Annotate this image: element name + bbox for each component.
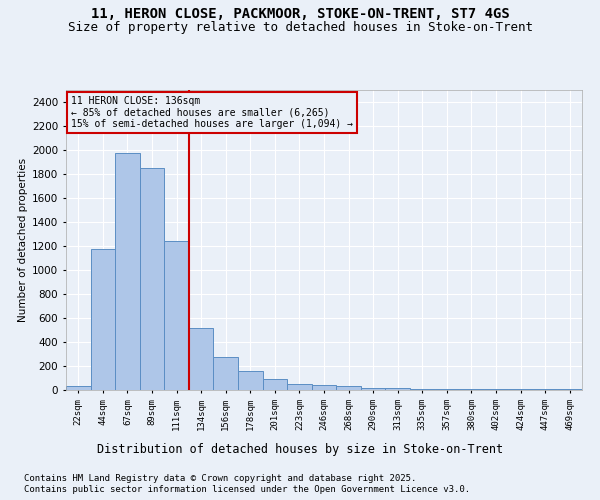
Bar: [312, 384, 336, 390]
Bar: [336, 386, 361, 390]
Bar: [410, 388, 434, 390]
Bar: [115, 153, 140, 390]
Text: Contains public sector information licensed under the Open Government Licence v3: Contains public sector information licen…: [24, 485, 470, 494]
Bar: [66, 386, 91, 390]
Bar: [214, 357, 238, 390]
Bar: [385, 388, 410, 390]
Bar: [91, 249, 115, 390]
Bar: [287, 384, 312, 390]
Text: 11 HERON CLOSE: 136sqm
← 85% of detached houses are smaller (6,265)
15% of semi-: 11 HERON CLOSE: 136sqm ← 85% of detached…: [71, 96, 353, 129]
Bar: [263, 379, 287, 390]
Text: 11, HERON CLOSE, PACKMOOR, STOKE-ON-TRENT, ST7 4GS: 11, HERON CLOSE, PACKMOOR, STOKE-ON-TREN…: [91, 8, 509, 22]
Text: Contains HM Land Registry data © Crown copyright and database right 2025.: Contains HM Land Registry data © Crown c…: [24, 474, 416, 483]
Bar: [164, 240, 189, 390]
Bar: [434, 389, 459, 390]
Bar: [361, 388, 385, 390]
Bar: [140, 168, 164, 390]
Text: Size of property relative to detached houses in Stoke-on-Trent: Size of property relative to detached ho…: [67, 21, 533, 34]
Bar: [238, 372, 263, 390]
Y-axis label: Number of detached properties: Number of detached properties: [18, 158, 28, 322]
Text: Distribution of detached houses by size in Stoke-on-Trent: Distribution of detached houses by size …: [97, 442, 503, 456]
Bar: [189, 328, 214, 390]
